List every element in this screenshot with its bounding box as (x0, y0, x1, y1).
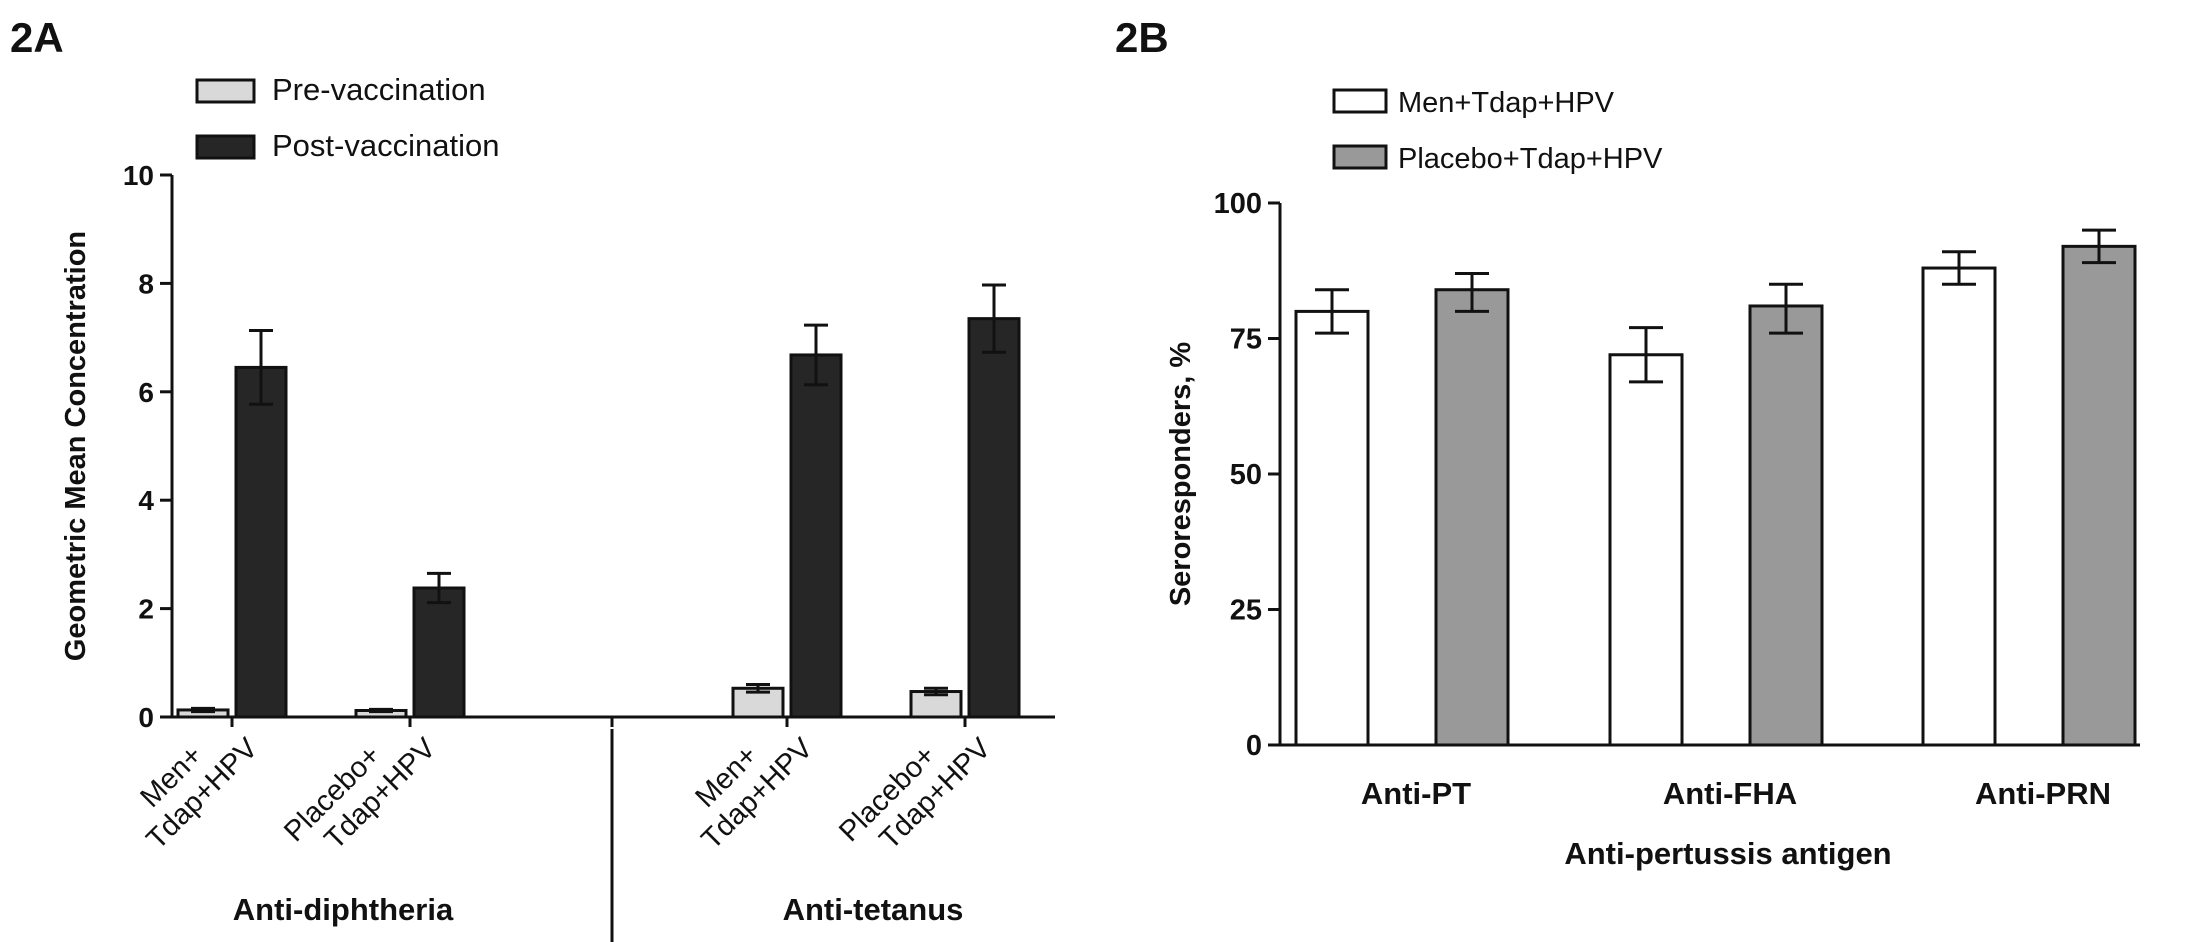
group-label: Anti-diphtheria (233, 892, 454, 927)
bar (1294, 309, 1370, 747)
y-tick-label: 6 (138, 377, 154, 408)
legend-swatch (1332, 144, 1388, 170)
bar (1608, 353, 1684, 747)
legend-label: Men+Tdap+HPV (1398, 87, 1615, 119)
bar (1748, 304, 1824, 747)
panel-label-2a: 2A (10, 14, 64, 61)
bar (789, 353, 843, 719)
x-tick-label: Anti-FHA (1663, 776, 1797, 811)
bar (1434, 288, 1510, 747)
y-tick-label: 4 (138, 485, 154, 516)
legend-swatch (195, 78, 256, 104)
bar (731, 686, 785, 719)
legend-label: Placebo+Tdap+HPV (1398, 143, 1663, 175)
group-label: Anti-tetanus (783, 892, 964, 927)
y-tick-label: 0 (138, 702, 154, 733)
x-tick-label: Placebo+Tdap+HPV (278, 708, 442, 872)
panel-2b: 2B Men+Tdap+HPV Placebo+Tdap+HPV 0 25 50 75 100… (1115, 14, 2140, 871)
y-tick-label: 8 (138, 268, 154, 299)
legend-label: Post-vaccination (272, 128, 499, 163)
y-tick-label: 100 (1214, 188, 1262, 220)
legend-label: Pre-vaccination (272, 72, 486, 107)
bar (1921, 266, 1997, 747)
x-tick-label: Anti-PRN (1975, 776, 2111, 811)
x-tick-label: Anti-PT (1361, 776, 1471, 811)
panel-label-2b: 2B (1115, 14, 1169, 61)
legend-swatch (195, 134, 256, 160)
bar (2061, 244, 2137, 747)
legend-swatch (1332, 88, 1388, 114)
x-axis-title: Anti-pertussis antigen (1564, 836, 1891, 871)
y-axis-title: Seroresponders, % (1165, 342, 1197, 607)
y-tick-label: 10 (123, 160, 154, 191)
bar (967, 317, 1021, 719)
y-tick-label: 25 (1230, 595, 1262, 627)
y-axis-title: Geometric Mean Concentration (60, 231, 92, 661)
x-tick-label: Placebo+Tdap+HPV (833, 708, 997, 872)
y-tick-label: 75 (1230, 324, 1262, 356)
x-tick-label: Men+Tdap+HPV (672, 708, 820, 856)
y-tick-label: 2 (138, 594, 154, 625)
y-tick-label: 50 (1230, 459, 1262, 491)
bar (412, 586, 466, 719)
y-tick-label: 0 (1246, 730, 1262, 762)
panel-2a: 2A Pre-vaccination Post-vaccination 0 2 4 6 8 10… (10, 14, 1055, 942)
bar (234, 365, 288, 719)
